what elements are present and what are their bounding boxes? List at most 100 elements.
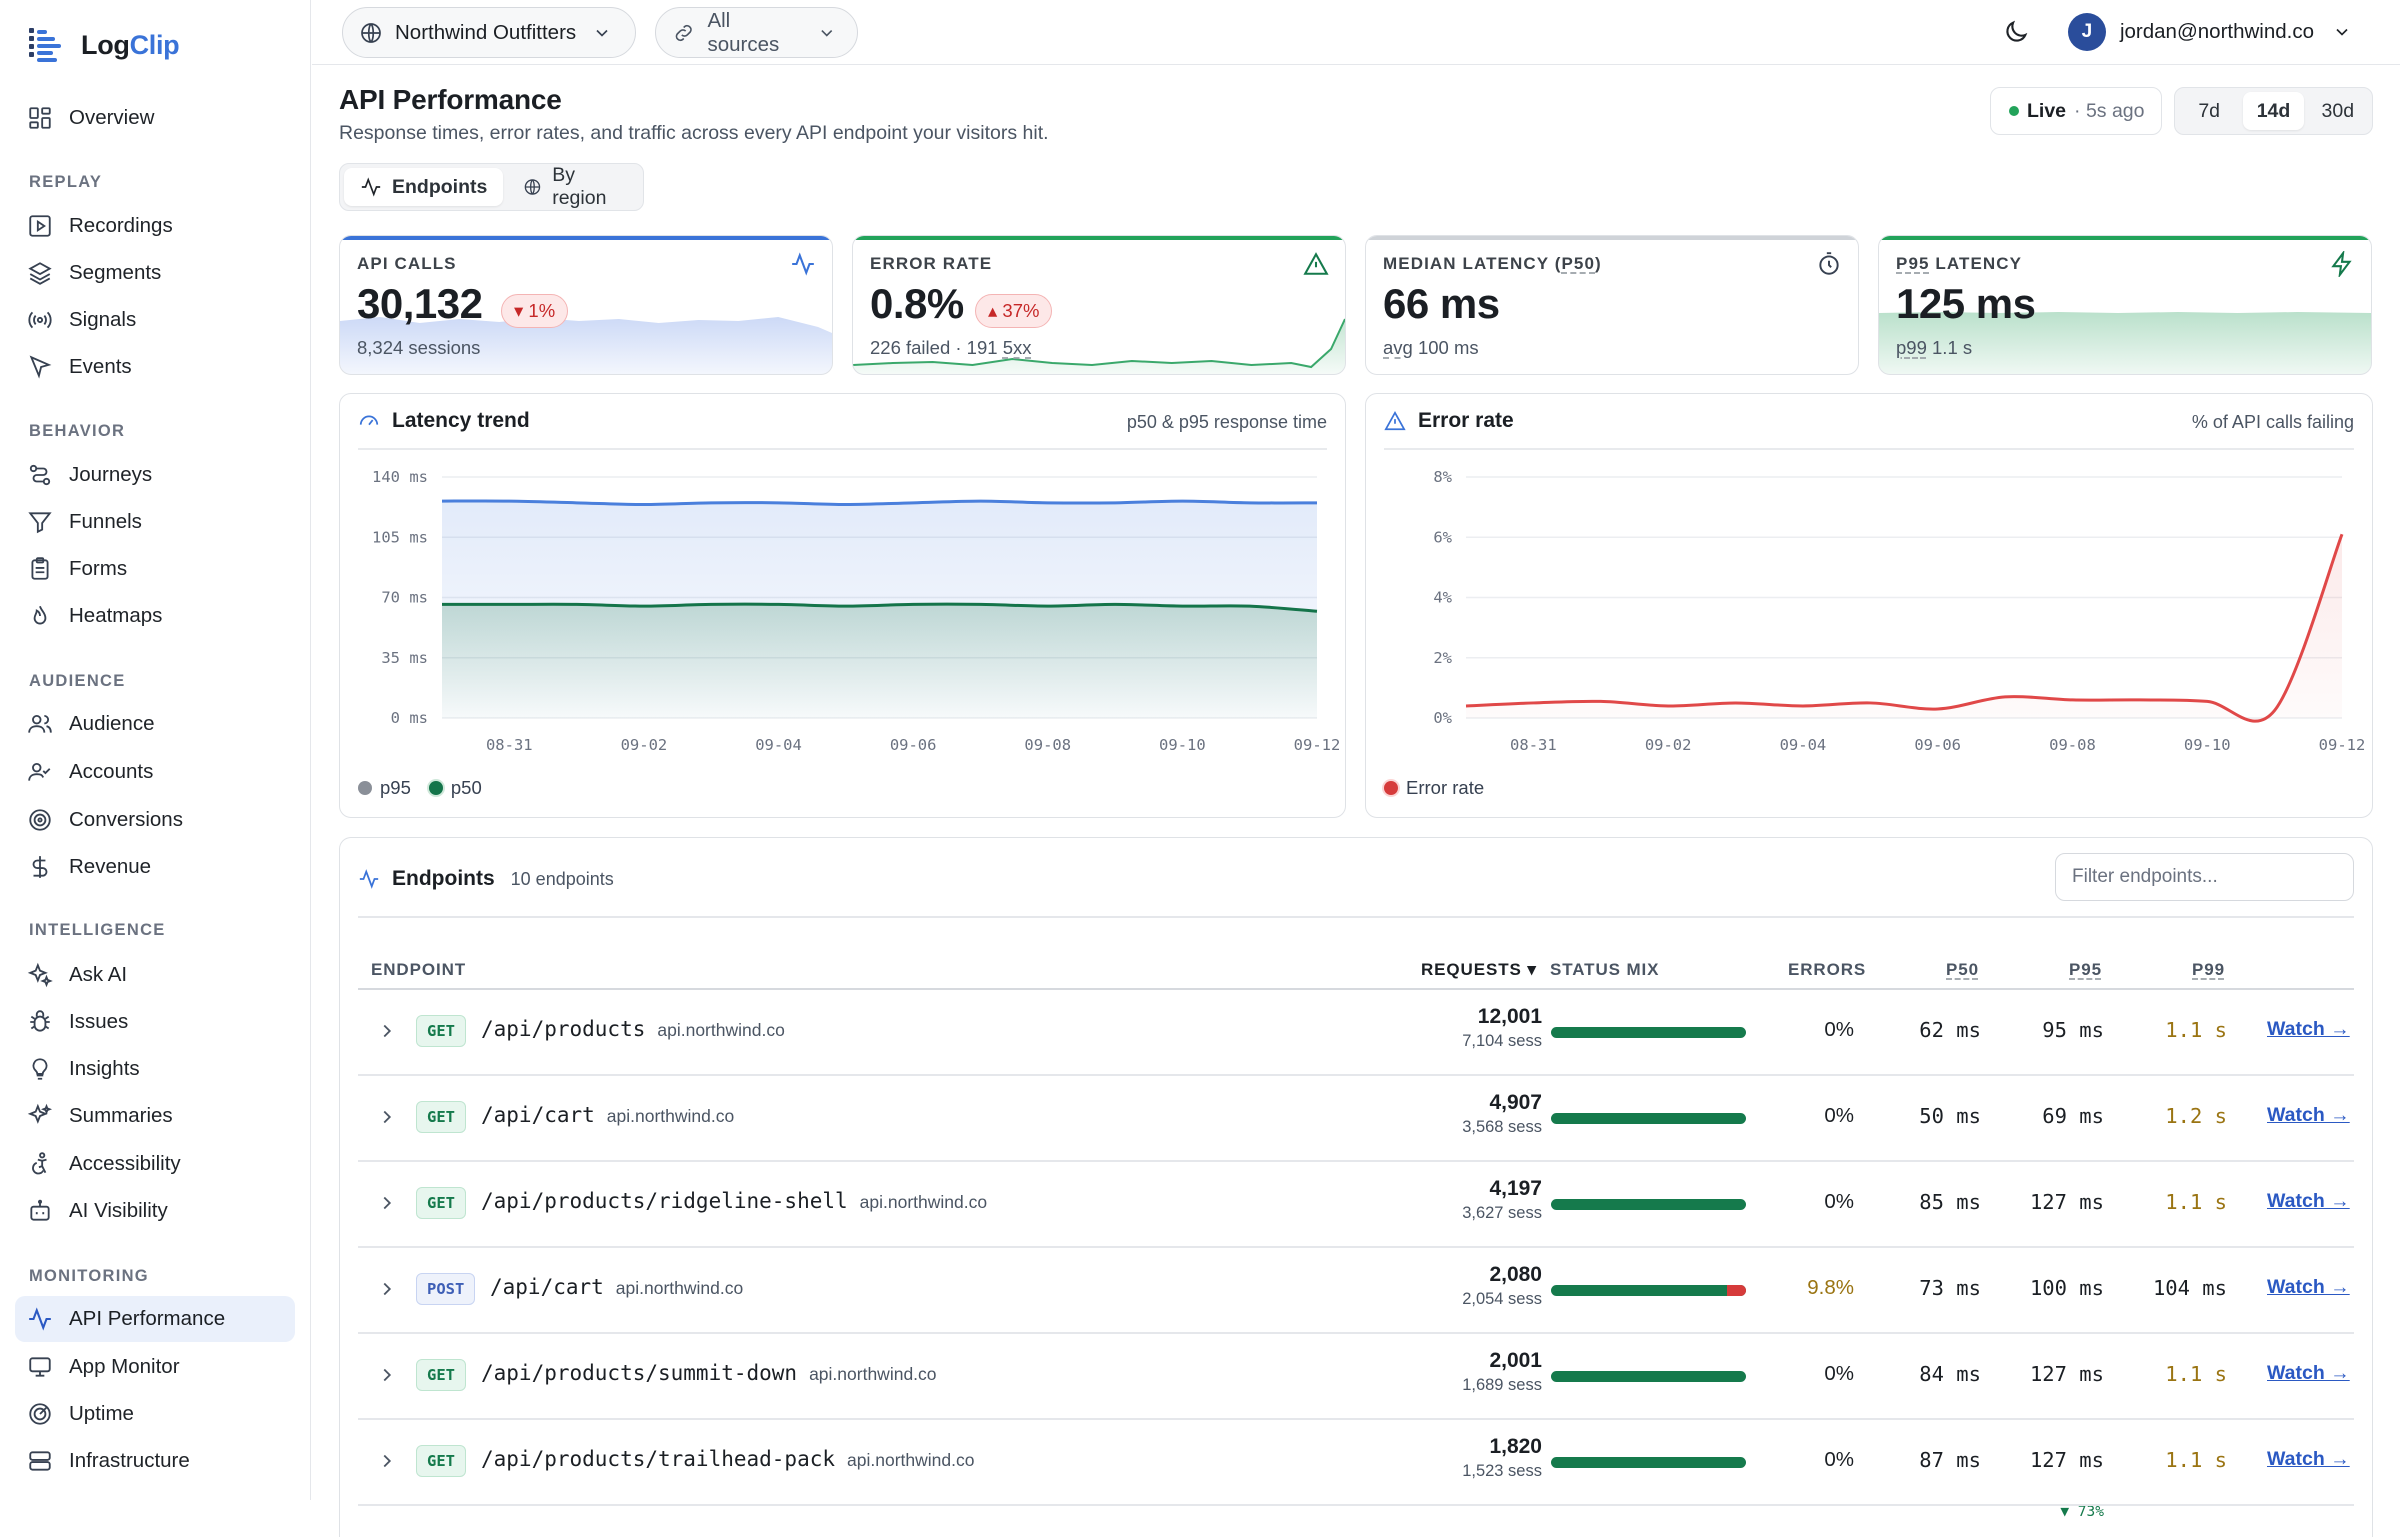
chevron-right-icon[interactable] — [376, 1192, 398, 1214]
sidebar-item-ask-ai[interactable]: Ask AI — [15, 952, 295, 998]
series-line-p95[interactable] — [441, 499, 1318, 507]
watch-link[interactable]: Watch → — [2267, 1190, 2350, 1212]
sidebar-item-accounts[interactable]: Accounts — [15, 749, 295, 795]
sidebar-item-segments[interactable]: Segments — [15, 250, 295, 296]
watch-link[interactable]: Watch → — [2267, 1448, 2350, 1470]
chevron-right-icon[interactable] — [376, 1450, 398, 1472]
range-14d[interactable]: 14d — [2243, 92, 2304, 130]
sidebar-item-signals[interactable]: Signals — [15, 297, 295, 343]
source-filter[interactable]: All sources — [655, 7, 858, 58]
sidebar-item-revenue[interactable]: Revenue — [15, 844, 295, 890]
sidebar-item-uptime[interactable]: Uptime — [15, 1391, 295, 1437]
x-tick-label: 09-02 — [1645, 736, 1692, 754]
sidebar-item-label: Uptime — [69, 1402, 134, 1425]
sidebar-item-accessibility[interactable]: Accessibility — [15, 1141, 295, 1187]
endpoint-path-text: /api/products/trailhead-pack — [481, 1447, 836, 1471]
endpoint-path[interactable]: /api/products api.northwind.co — [481, 1017, 785, 1041]
status-mix-bar — [1551, 1113, 1746, 1124]
col-header-p95[interactable]: P95 — [2069, 960, 2102, 979]
sidebar-item-summaries[interactable]: Summaries — [15, 1093, 295, 1139]
chevron-down-icon — [821, 29, 833, 37]
legend-item-error-rate[interactable]: Error rate — [1384, 777, 1484, 799]
x-tick-label: 08-31 — [1510, 736, 1557, 754]
sidebar-item-api-performance[interactable]: API Performance — [15, 1296, 295, 1342]
sidebar-item-forms[interactable]: Forms — [15, 546, 295, 592]
sidebar-item-overview[interactable]: Overview — [15, 95, 295, 141]
table-row[interactable]: GET/api/products/trailhead-pack api.north… — [340, 1419, 2372, 1520]
p99-cell: 104 ms — [2152, 1276, 2227, 1300]
sidebar-section-replay: REPLAY — [29, 173, 103, 191]
gauge-icon — [359, 415, 379, 426]
endpoint-path[interactable]: /api/products/trailhead-pack api.northwin… — [481, 1447, 974, 1471]
table-row[interactable]: GET/api/products/ridgeline-shell api.nort… — [340, 1161, 2372, 1248]
live-indicator[interactable]: Live · 5s ago — [1990, 87, 2162, 135]
chevron-right-icon[interactable] — [376, 1364, 398, 1386]
tab-by-region[interactable]: By region — [507, 164, 639, 209]
col-header-p50[interactable]: P50 — [1946, 960, 1979, 979]
p50-cell: 87 ms — [1919, 1448, 1981, 1472]
theme-toggle-moon-icon[interactable] — [2002, 18, 2030, 46]
chevron-right-icon[interactable] — [376, 1020, 398, 1042]
sidebar-item-funnels[interactable]: Funnels — [15, 499, 295, 545]
table-row[interactable]: POST/api/cart api.northwind.co 2,080 2,054 … — [340, 1247, 2372, 1334]
sidebar-item-issues[interactable]: Issues — [15, 999, 295, 1045]
endpoint-host: api.northwind.co — [615, 1278, 744, 1298]
legend-item-p95[interactable]: p95 — [358, 777, 411, 799]
watch-link[interactable]: Watch → — [2267, 1362, 2350, 1384]
watch-link[interactable]: Watch → — [2267, 1104, 2350, 1126]
watch-link[interactable]: Watch → — [2267, 1276, 2350, 1298]
sidebar-item-recordings[interactable]: Recordings — [15, 203, 295, 249]
table-row[interactable]: GET/api/cart api.northwind.co 4,907 3,568 s… — [340, 1075, 2372, 1162]
range-30d[interactable]: 30d — [2321, 99, 2355, 122]
request-count: 2,080 — [1489, 1263, 1542, 1286]
series-line-error-rate[interactable] — [1465, 533, 2344, 723]
sidebar-item-events[interactable]: Events — [15, 344, 295, 390]
activity-icon — [361, 177, 381, 197]
kpi-p95-latency[interactable]: P95 LATENCY 125 ms p99 1.1 s — [1878, 235, 2372, 375]
sidebar-item-insights[interactable]: Insights — [15, 1046, 295, 1092]
sidebar-item-label: Recordings — [69, 214, 173, 237]
sidebar-item-ai-visibility[interactable]: AI Visibility — [15, 1188, 295, 1234]
live-label: Live — [2027, 99, 2067, 122]
sidebar-item-label: Heatmaps — [69, 604, 163, 627]
watch-link[interactable]: Watch → — [2267, 1018, 2350, 1040]
table-row[interactable]: GET/api/products/summit-down api.northwin… — [340, 1333, 2372, 1420]
col-header-requests[interactable]: REQUESTS ▾ — [1421, 960, 1537, 979]
col-header-p99[interactable]: P99 — [2192, 960, 2225, 979]
app-logo[interactable]: LogClip — [27, 24, 180, 66]
source-filter-label: All sources — [707, 8, 780, 56]
filter-endpoints-input[interactable] — [2055, 853, 2354, 901]
chevron-right-icon[interactable] — [376, 1278, 398, 1300]
sidebar-item-infrastructure[interactable]: Infrastructure — [15, 1438, 295, 1484]
x-tick-label: 09-04 — [1780, 736, 1827, 754]
sidebar-item-heatmaps[interactable]: Heatmaps — [15, 593, 295, 639]
chevron-right-icon[interactable] — [376, 1106, 398, 1128]
endpoint-path[interactable]: /api/products/summit-down api.northwind.c… — [481, 1361, 937, 1385]
range-7d[interactable]: 7d — [2198, 99, 2221, 122]
sidebar-item-journeys[interactable]: Journeys — [15, 452, 295, 498]
kpi-error-rate[interactable]: ERROR RATE 0.8% ▴ 37% 226 failed · 191 5… — [852, 235, 1346, 375]
errors-cell: 0% — [1824, 1448, 1854, 1471]
kpi-api-calls[interactable]: API CALLS 30,132 ▾ 1% 8,324 sessions — [339, 235, 833, 375]
user-menu[interactable]: J jordan@northwind.co — [2067, 10, 2352, 54]
series-line-p50[interactable] — [442, 602, 1318, 613]
col-header-errors[interactable]: ERRORS — [1788, 960, 1867, 979]
endpoint-path[interactable]: /api/cart api.northwind.co — [481, 1103, 734, 1127]
kpi-median-latency[interactable]: MEDIAN LATENCY (P50) 66 ms avg 100 ms — [1365, 235, 1859, 375]
sidebar-item-app-monitor[interactable]: App Monitor — [15, 1344, 295, 1390]
sidebar-item-label: Conversions — [69, 808, 183, 831]
user-check-icon — [28, 762, 51, 781]
sidebar-item-audience[interactable]: Audience — [15, 701, 295, 747]
table-row[interactable]: GET/api/products api.northwind.co 12,001 7,… — [340, 989, 2372, 1076]
x-tick-label: 09-12 — [2319, 736, 2366, 754]
sidebar-item-conversions[interactable]: Conversions — [15, 797, 295, 843]
sidebar-item-label: API Performance — [69, 1307, 226, 1330]
p50-cell: 62 ms — [1919, 1018, 1981, 1042]
sidebar-item-label: Segments — [69, 261, 162, 284]
legend-item-p50[interactable]: p50 — [428, 777, 482, 799]
endpoint-path[interactable]: /api/products/ridgeline-shell api.northwi… — [481, 1189, 987, 1213]
tab-endpoints[interactable]: Endpoints — [344, 168, 504, 206]
x-tick-label: 09-04 — [755, 736, 802, 754]
endpoint-path[interactable]: /api/cart api.northwind.co — [490, 1275, 743, 1299]
workspace-switcher[interactable]: Northwind Outfitters — [342, 7, 636, 58]
